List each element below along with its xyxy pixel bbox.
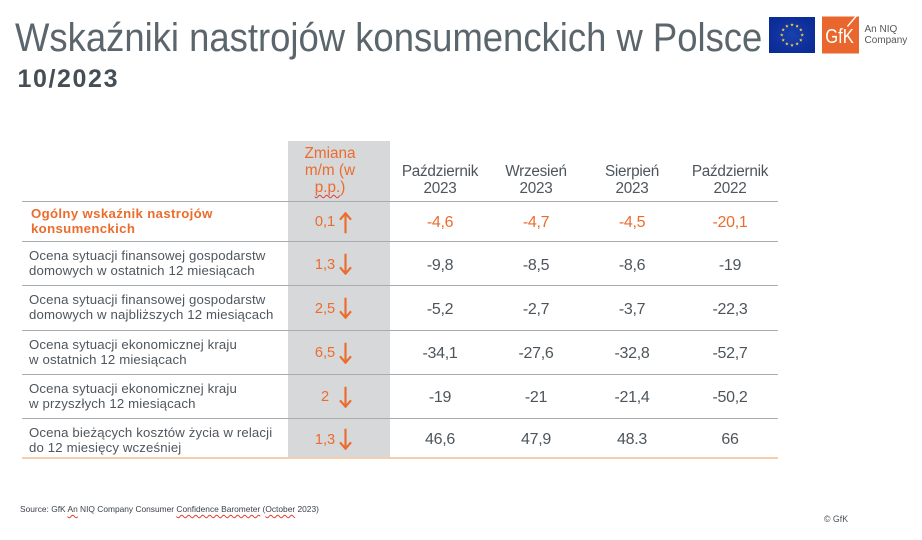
svg-text:GfK: GfK [825,25,854,48]
